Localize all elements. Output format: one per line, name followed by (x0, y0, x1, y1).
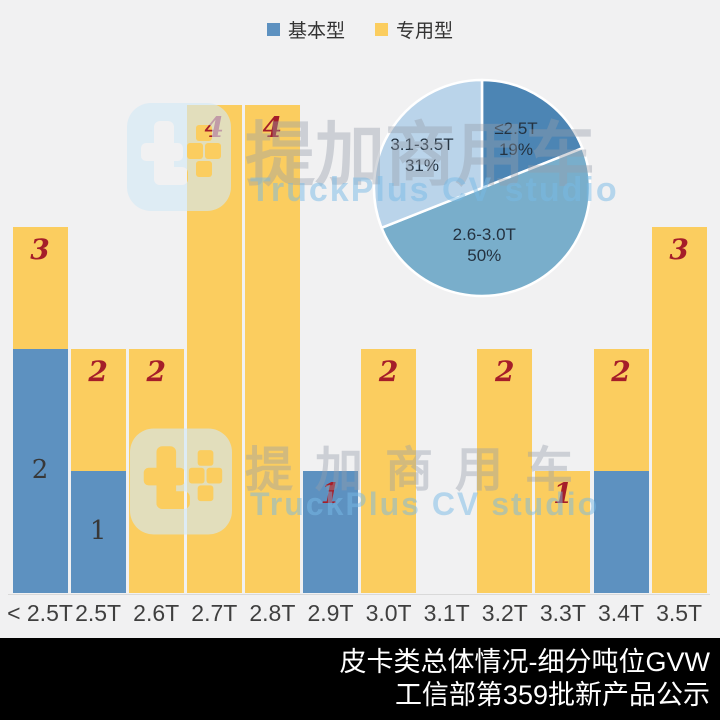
pie-slice-3.13.5T (372, 78, 484, 230)
pie-slice-label: 2.6-3.0T 50% (453, 225, 516, 265)
x-axis-label: 2.8T (249, 600, 296, 626)
bar-value-label-special: 3 (30, 233, 50, 266)
bar-special-3.0T (361, 349, 417, 593)
legend: 基本型 专用型 (0, 16, 720, 43)
legend-swatch-special (375, 23, 388, 36)
bar-special-3.2T (477, 349, 533, 593)
x-axis-label: 3.2T (481, 600, 528, 626)
x-axis-label: 3.3T (539, 600, 586, 626)
bar-value-label-special: 1 (320, 477, 341, 510)
x-axis-label: 3.1T (423, 600, 470, 626)
x-axis-label: 2.9T (307, 600, 354, 626)
bar-value-label-special: 1 (553, 477, 573, 510)
x-axis-label: 3.5T (656, 600, 703, 626)
pie-slice-2.5T (480, 78, 584, 190)
bar-value-label-special: 4 (262, 111, 283, 144)
bar-value-label-special: 2 (495, 355, 515, 388)
legend-label-special: 专用型 (396, 21, 454, 42)
x-axis-label: 3.4T (597, 600, 645, 626)
x-axis-label: 3.0T (365, 600, 412, 626)
legend-label-basic: 基本型 (287, 21, 345, 42)
bar-value-label-special: 2 (611, 355, 631, 388)
bar-value-label-special: 2 (146, 355, 166, 388)
bar-value-label-special: 3 (669, 233, 689, 266)
bar-value-label-special: 2 (88, 355, 108, 388)
bar-value-label-basic: 2 (31, 455, 49, 485)
legend-swatch-basic (266, 23, 280, 36)
bar-basic-2.9T (303, 471, 358, 593)
x-axis-label: < 2.5T (7, 600, 73, 626)
bar-value-label-special: 2 (378, 355, 399, 388)
x-axis-label: 2.6T (133, 600, 180, 626)
bar-special-3.5T (651, 227, 707, 593)
bar-basic-3.4T (593, 471, 649, 593)
bar-special-2.8T (244, 105, 300, 593)
legend-item-basic: 基本型 (266, 16, 345, 43)
legend-item-special: 专用型 (375, 16, 453, 43)
footer-subtitle: 工信部第359批新产品公示 (394, 680, 710, 710)
bar-basic-2.5T (70, 471, 126, 593)
bar-special-3.3T (535, 471, 591, 593)
footer-bar: 皮卡类总体情况-细分吨位GVW 工信部第359批新产品公示 (0, 638, 720, 720)
x-axis-line (8, 594, 710, 595)
pie-slice-label: 3.1-3.5T 31% (390, 135, 453, 175)
x-axis-label: 2.7T (191, 600, 238, 626)
pie-slice-2.63.0T (380, 146, 592, 298)
bar-basic-<2.5T (12, 349, 68, 593)
x-axis-label: 2.5T (75, 600, 122, 626)
footer-title: 皮卡类总体情况-细分吨位GVW (339, 647, 711, 677)
bar-value-label-basic: 1 (89, 516, 107, 546)
pie-slice-label: ≤2.5T 19% (494, 119, 537, 159)
